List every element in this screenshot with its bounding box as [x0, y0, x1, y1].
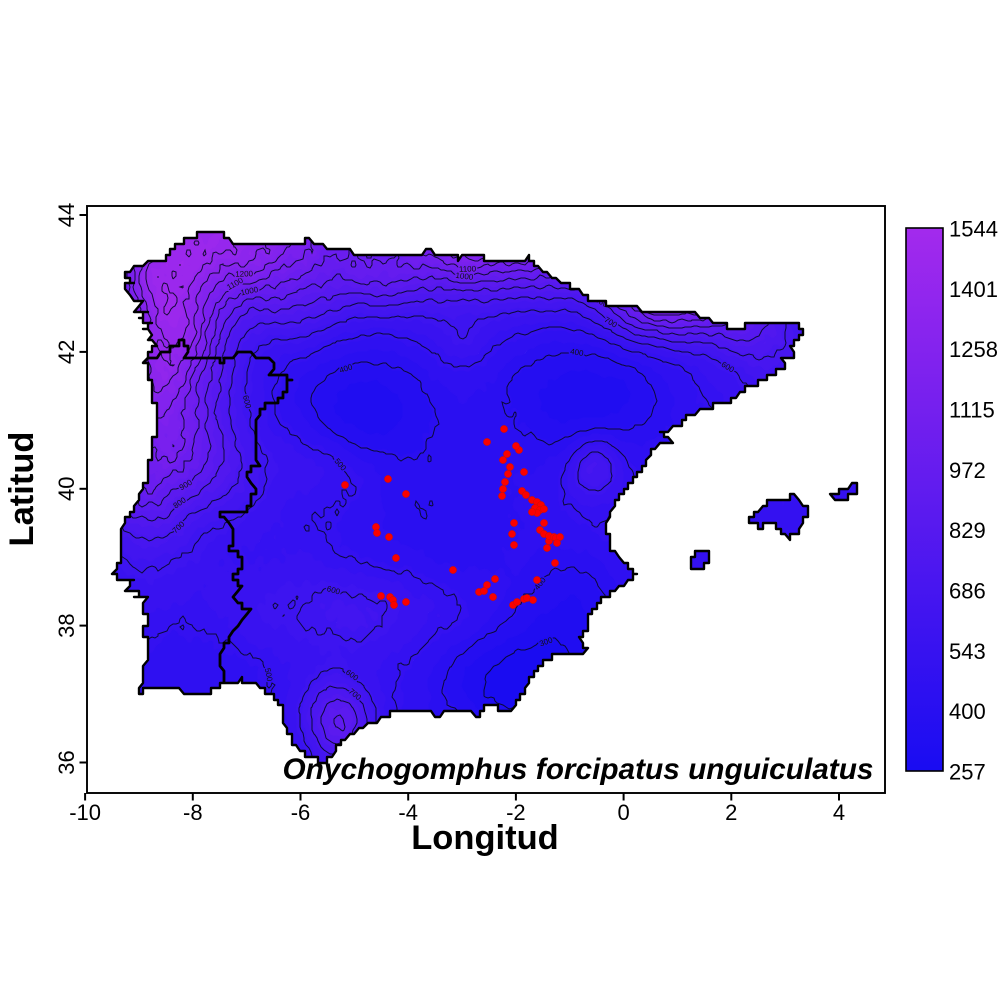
svg-text:-6: -6	[291, 800, 311, 825]
svg-text:Latitud: Latitud	[3, 432, 41, 547]
svg-text:1258: 1258	[949, 337, 998, 362]
svg-text:829: 829	[949, 518, 986, 543]
svg-text:2: 2	[725, 800, 737, 825]
svg-text:-4: -4	[398, 800, 418, 825]
svg-text:1000: 1000	[455, 271, 474, 282]
svg-text:4: 4	[833, 800, 845, 825]
svg-text:686: 686	[949, 579, 986, 604]
svg-text:1200: 1200	[235, 269, 254, 279]
svg-text:42: 42	[54, 340, 79, 364]
svg-text:400: 400	[949, 699, 986, 724]
svg-text:257: 257	[949, 760, 986, 785]
svg-text:400: 400	[570, 347, 585, 358]
svg-text:500: 500	[263, 667, 274, 682]
svg-text:38: 38	[54, 613, 79, 637]
svg-text:-8: -8	[183, 800, 203, 825]
svg-text:543: 543	[949, 639, 986, 664]
svg-text:1100: 1100	[459, 264, 477, 274]
svg-text:36: 36	[54, 750, 79, 774]
svg-text:40: 40	[54, 477, 79, 501]
svg-text:-10: -10	[69, 800, 101, 825]
svg-text:1544: 1544	[949, 217, 998, 242]
svg-text:44: 44	[54, 203, 79, 227]
svg-text:1000: 1000	[240, 285, 260, 298]
svg-text:972: 972	[949, 458, 986, 483]
svg-text:1401: 1401	[949, 277, 998, 302]
svg-text:Longitud: Longitud	[411, 819, 559, 857]
svg-text:0: 0	[617, 800, 629, 825]
svg-text:Onychogomphus forcipatus ungui: Onychogomphus forcipatus unguiculatus	[283, 753, 874, 786]
svg-text:-2: -2	[506, 800, 526, 825]
svg-text:1115: 1115	[949, 398, 995, 423]
